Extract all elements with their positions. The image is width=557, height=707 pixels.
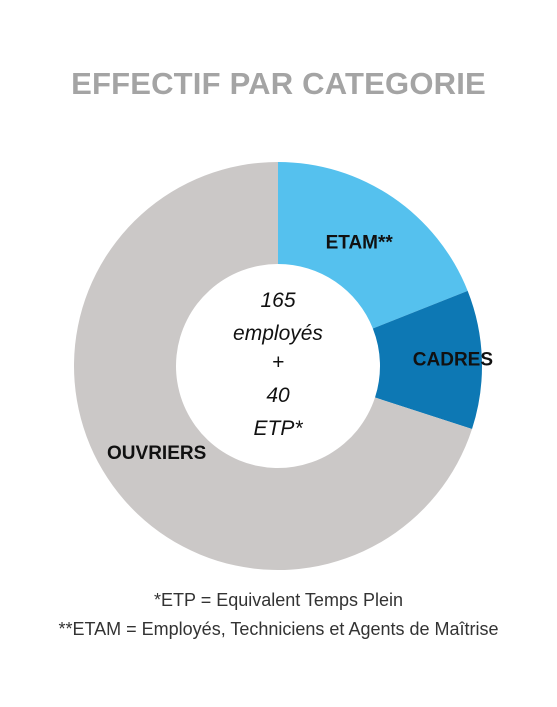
slice-labels: ETAM** CADRES OUVRIERS [107, 233, 493, 465]
center-line: ETP* [253, 417, 303, 440]
footnotes: *ETP = Equivalent Temps Plein **ETAM = E… [0, 586, 557, 644]
center-line: 165 [260, 289, 295, 312]
slice-ouvriers [74, 162, 473, 570]
chart-title: EFFECTIF PAR CATEGORIE [71, 66, 486, 101]
donut-slices [74, 162, 482, 570]
slice-label-ouvriers: OUVRIERS [107, 443, 206, 464]
footnote-etam: **ETAM = Employés, Techniciens et Agents… [58, 619, 499, 639]
footnote-etp: *ETP = Equivalent Temps Plein [154, 590, 403, 610]
slice-cadres [372, 290, 482, 430]
slice-label-cadres: CADRES [413, 350, 493, 371]
center-line: + [272, 351, 284, 374]
center-line: employés [233, 322, 323, 345]
slice-etam [278, 162, 468, 329]
center-line: 40 [266, 384, 290, 407]
center-text: 165 employés + 40 ETP* [233, 289, 323, 440]
slice-label-etam: ETAM** [326, 233, 394, 254]
